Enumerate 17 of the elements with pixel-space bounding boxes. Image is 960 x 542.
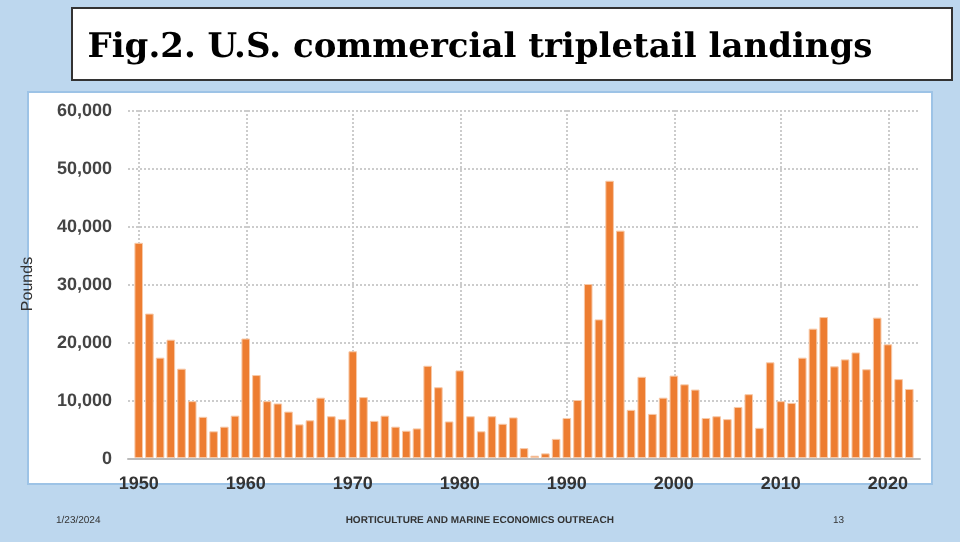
y-tick-label: 0 xyxy=(101,448,112,468)
x-tick-label: 1990 xyxy=(546,473,587,493)
x-tick-label: 1980 xyxy=(439,473,480,493)
y-tick-label: 30,000 xyxy=(56,274,112,294)
x-tick-label: 1950 xyxy=(118,473,159,493)
y-tick-label: 20,000 xyxy=(56,332,112,352)
x-tick-label: 1960 xyxy=(225,473,266,493)
x-tick-label: 1970 xyxy=(332,473,373,493)
x-tick-label: 2020 xyxy=(867,473,908,493)
y-tick-label: 10,000 xyxy=(56,390,112,410)
x-tick-label: 2000 xyxy=(653,473,694,493)
chart-title: Fig.2. U.S. commercial tripletail landings xyxy=(87,27,873,67)
y-tick-label: 50,000 xyxy=(56,158,112,178)
y-tick-label: 60,000 xyxy=(56,100,112,120)
y-tick-label: 40,000 xyxy=(56,216,112,236)
x-tick-label: 2010 xyxy=(760,473,801,493)
y-axis-title: Pounds xyxy=(18,256,37,312)
